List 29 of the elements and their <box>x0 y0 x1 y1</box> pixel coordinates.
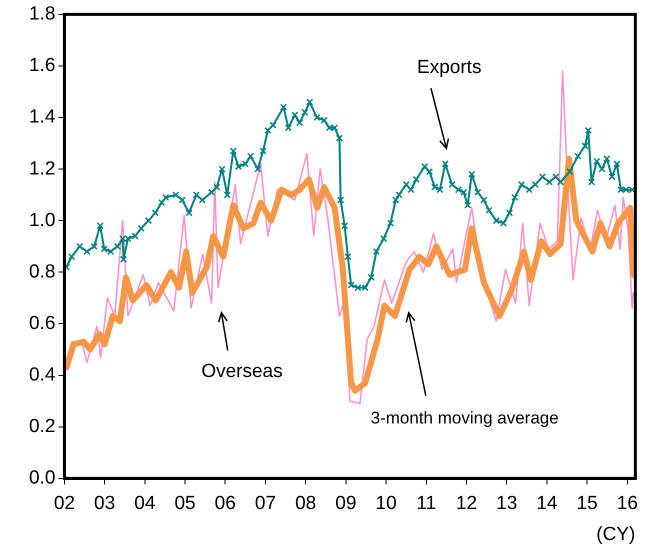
y-tick-label: 0.6 <box>28 312 56 334</box>
x-tick-label: 05 <box>174 493 196 514</box>
x-tick-label: 13 <box>496 493 518 514</box>
x-tick-label: 03 <box>94 493 116 514</box>
y-tick-label: 0.0 <box>28 468 56 489</box>
x-tick-label: 14 <box>536 493 558 514</box>
x-tick-label: 10 <box>376 493 397 514</box>
y-tick-label: 0.2 <box>28 416 56 438</box>
x-tick-label: 04 <box>134 493 156 514</box>
x-tick-label: 11 <box>416 493 436 514</box>
annotation: Overseas <box>201 360 283 382</box>
annotation: 3-month moving average <box>370 408 559 428</box>
y-tick-label: 1.8 <box>28 4 56 25</box>
y-tick-label: 1.0 <box>28 210 56 231</box>
annotation: Exports <box>417 56 482 78</box>
y-tick-label: 1.6 <box>28 55 56 76</box>
y-tick-label: 1.2 <box>28 158 56 180</box>
y-tick-label: 0.4 <box>28 364 56 386</box>
x-tick-label: 15 <box>576 493 598 514</box>
x-tick-label: 02 <box>54 493 75 514</box>
x-tick-label: 09 <box>335 493 356 514</box>
x-tick-label: 08 <box>295 493 316 514</box>
y-tick-label: 0.8 <box>28 261 56 282</box>
y-tick-label: 1.4 <box>28 106 56 128</box>
x-axis-title: (CY) <box>596 524 636 545</box>
x-tick-label: 07 <box>254 493 276 514</box>
x-tick-label: 12 <box>456 493 478 514</box>
x-tick-label: 16 <box>616 493 638 514</box>
x-tick-label: 06 <box>214 493 236 514</box>
